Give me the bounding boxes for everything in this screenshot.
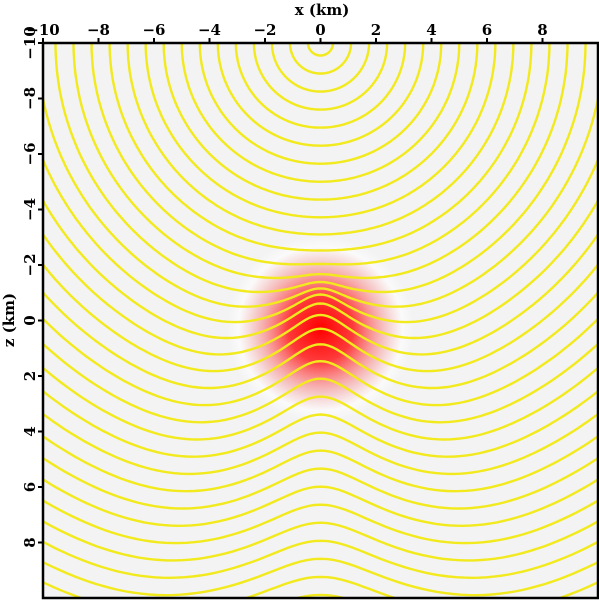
wavefront-curve [180,43,461,183]
wavefront-curve [43,499,598,545]
z-tick-label: 4 [21,426,39,436]
z-tick-label: 0 [21,315,39,325]
wavefront-curve [43,342,598,424]
z-tick-label: −10 [21,26,39,59]
wavefront-curve [43,575,598,598]
z-tick-label: −6 [21,142,39,165]
x-tick-label: −4 [198,21,221,39]
wavefront-curve [43,456,598,510]
wavefront-curve [43,539,598,580]
plot-area [43,43,598,598]
x-tick-label: 4 [426,21,436,39]
wavefront-curve [162,43,479,201]
wavefront-curve [216,43,425,147]
x-tick-label: −10 [26,21,59,39]
wavefront-curve [43,232,598,356]
wavefront-curve [43,317,598,407]
wavefront-curve [306,43,335,57]
wavefront-curve [252,43,389,111]
wavefront-curve [43,156,598,324]
x-tick-label: −6 [142,21,165,39]
wavefront-curve [43,262,598,373]
x-tick-label: 6 [482,21,492,39]
wavefront-curve [43,557,598,597]
z-axis-ticks: −10 −8 −6 −4 −2 0 2 4 6 8 [21,26,43,548]
wavefront-curve [292,593,349,598]
wavefront-curve [43,290,598,390]
z-axis-title: z (km) [0,293,18,347]
x-tick-label: −2 [253,21,276,39]
wavefront-curve [43,478,598,528]
x-axis-ticks: −10 −8 −6 −4 −2 0 2 4 6 8 [26,21,548,43]
wavefront-curve [234,43,407,129]
x-tick-label: 0 [315,21,325,39]
z-tick-label: −2 [21,253,39,276]
wavefront-curve [72,43,569,280]
x-tick-label: 8 [537,21,547,39]
z-tick-label: 6 [21,482,39,492]
wavefront-curve [43,389,598,458]
x-tick-label: 2 [371,21,381,39]
wavefront-curve [126,43,515,236]
wavefront-curve [54,43,587,294]
x-axis-title: x (km) [295,1,350,19]
wavefront-curve [43,412,598,476]
wavefront-curve [43,519,598,562]
wavefront-curve [270,43,371,93]
wavefront-curve [90,43,551,266]
z-tick-label: 8 [21,537,39,547]
z-tick-label: −8 [21,87,39,110]
z-tick-label: 2 [21,371,39,381]
wavefront-curve [43,434,598,493]
wavefront-curve [288,43,353,75]
wavefront-curve [43,92,598,308]
z-tick-label: −4 [21,198,39,221]
x-tick-label: −8 [87,21,110,39]
wavefront-curve [108,43,533,252]
wavefront-curve [144,43,497,219]
wavefront-curve [198,43,443,165]
wavefront-curve [43,366,598,441]
